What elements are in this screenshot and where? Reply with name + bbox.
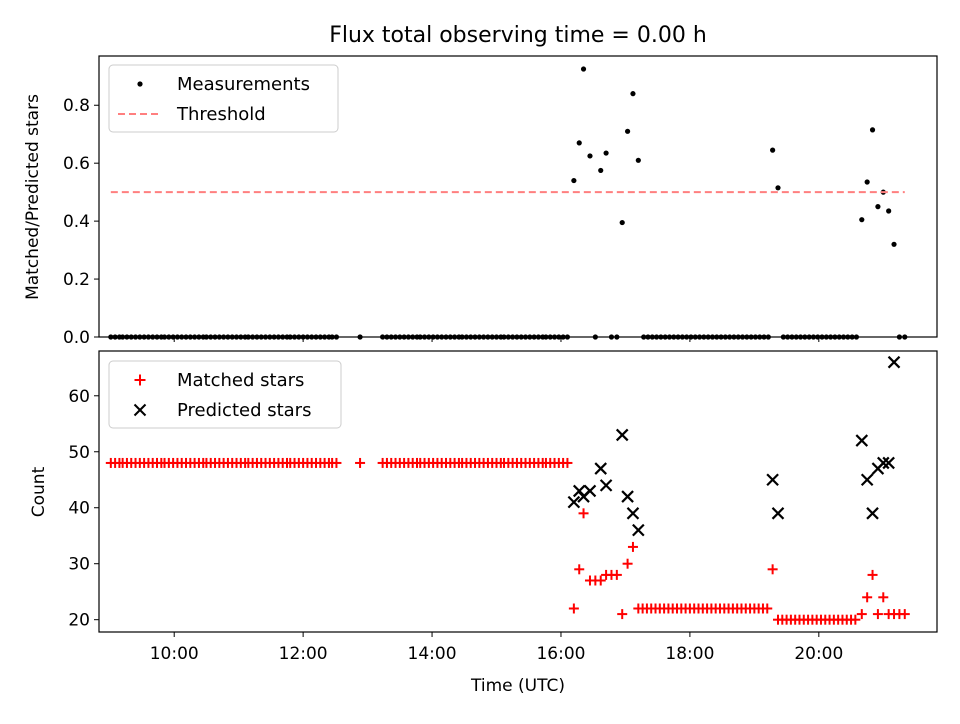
bottom-y-axis-label: Count: [29, 466, 49, 517]
predicted-star-point: [877, 456, 890, 470]
matched-star-point: [762, 603, 773, 614]
matched-star-point: [355, 457, 366, 468]
top-legend-box: [108, 64, 339, 133]
predicted-star-point: [860, 473, 874, 487]
y-tick-label: 0.0: [63, 328, 90, 348]
predicted-star-point: [621, 490, 634, 503]
top-y-axis-label: Matched/Predicted stars: [23, 94, 43, 300]
bottom-legend-box: [108, 360, 342, 429]
y-tick-label: 30: [68, 555, 90, 575]
matched-star-point: [899, 609, 910, 620]
matched-star-point: [867, 569, 878, 580]
bottom-axes-frame: [98, 350, 938, 633]
matched-star-point: [568, 603, 579, 614]
matched-star-point: [578, 508, 589, 519]
matched-star-point: [331, 457, 342, 468]
measurement-point: [598, 167, 604, 174]
x-tick-label: 14:00: [408, 644, 457, 664]
matched-star-point: [574, 564, 585, 575]
top-axes-frame: [98, 55, 938, 338]
top-legend: Measurements Threshold: [108, 64, 339, 133]
predicted-star-point: [626, 507, 640, 520]
matched-star-point: [617, 609, 628, 620]
matched-star-point: [611, 569, 622, 580]
x-tick-label: 12:00: [279, 644, 328, 664]
measurement-point: [603, 150, 609, 156]
measurement-point: [859, 217, 865, 223]
matched-star-point: [850, 614, 861, 625]
x-tick-label: 16:00: [536, 644, 585, 664]
measurement-point: [864, 179, 870, 185]
matched-star-point: [872, 609, 883, 620]
measurement-point: [875, 204, 881, 210]
measurement-point: [775, 185, 781, 191]
y-tick-label: 20: [68, 611, 90, 631]
measurement-point: [576, 140, 582, 146]
matched-star-point: [878, 592, 889, 603]
predicted-star-point: [632, 523, 645, 537]
bottom-plot-area: [105, 355, 910, 625]
top-y-axis-ticks: 0.0 0.2 0.4 0.6 0.8: [63, 96, 99, 348]
matched-star-point: [767, 564, 778, 575]
y-tick-label: 0.2: [63, 270, 90, 290]
legend-measurements-label: Measurements: [177, 74, 310, 95]
measurement-point: [630, 91, 636, 97]
measurement-point: [587, 153, 593, 159]
measurement-point: [571, 177, 577, 184]
matched-star-point: [856, 609, 867, 620]
bottom-x-axis-ticks: 10:00 12:00 14:00 16:00 18:00 20:00: [150, 632, 843, 664]
legend-threshold-label: Threshold: [176, 104, 266, 125]
legend-matched-label: Matched stars: [177, 370, 304, 391]
y-tick-label: 60: [68, 387, 90, 407]
measurement-point: [580, 66, 587, 72]
matched-star-point: [562, 457, 573, 468]
legend-matched-marker: [134, 374, 146, 386]
top-x-axis-ticks: [173, 337, 820, 342]
legend-predicted-label: Predicted stars: [177, 400, 311, 421]
predicted-star-point: [882, 456, 895, 470]
bottom-legend: Matched stars Predicted stars: [108, 360, 342, 429]
predicted-star-point: [599, 479, 613, 492]
y-tick-label: 0.6: [63, 154, 90, 174]
predicted-star-point: [866, 507, 879, 520]
predicted-star-point: [855, 434, 869, 447]
x-axis-label: Time (UTC): [470, 676, 565, 696]
predicted-star-point: [615, 428, 629, 442]
measurement-point: [635, 157, 641, 163]
matched-star-point: [622, 558, 633, 569]
measurement-point: [869, 127, 876, 133]
measurement-point: [624, 128, 631, 134]
measurement-point: [891, 241, 897, 247]
predicted-star-point: [583, 484, 597, 498]
x-tick-label: 10:00: [150, 644, 199, 664]
predicted-star-point: [766, 473, 779, 487]
x-tick-label: 18:00: [665, 644, 714, 664]
y-tick-label: 0.8: [63, 96, 90, 116]
chart-title: Flux total observing time = 0.00 h: [329, 23, 707, 48]
matched-star-point: [627, 541, 638, 552]
predicted-star-point: [594, 462, 608, 475]
predicted-star-point: [567, 495, 581, 509]
predicted-star-point: [887, 355, 901, 369]
legend-predicted-marker: [133, 403, 147, 417]
measurement-point: [770, 147, 776, 153]
y-tick-label: 50: [68, 443, 90, 463]
measurement-point: [886, 208, 892, 214]
top-panel: 0.00.20.40.60.8 Matched/Predicted stars …: [23, 55, 938, 348]
legend-measurements-marker: [137, 81, 143, 87]
y-tick-label: 40: [68, 499, 90, 519]
predicted-star-point: [771, 507, 785, 520]
bottom-y-axis-ticks: 20 30 40 50 60: [68, 387, 99, 631]
matched-star-point: [862, 592, 873, 603]
x-tick-label: 20:00: [794, 644, 843, 664]
y-tick-label: 0.4: [63, 212, 90, 232]
bottom-panel: 20 30 40 50 60 10:00 12:00 14:00 16:00 18:00 20:0…: [29, 350, 938, 696]
matched-star-point: [595, 575, 606, 586]
measurement-point: [619, 219, 625, 226]
